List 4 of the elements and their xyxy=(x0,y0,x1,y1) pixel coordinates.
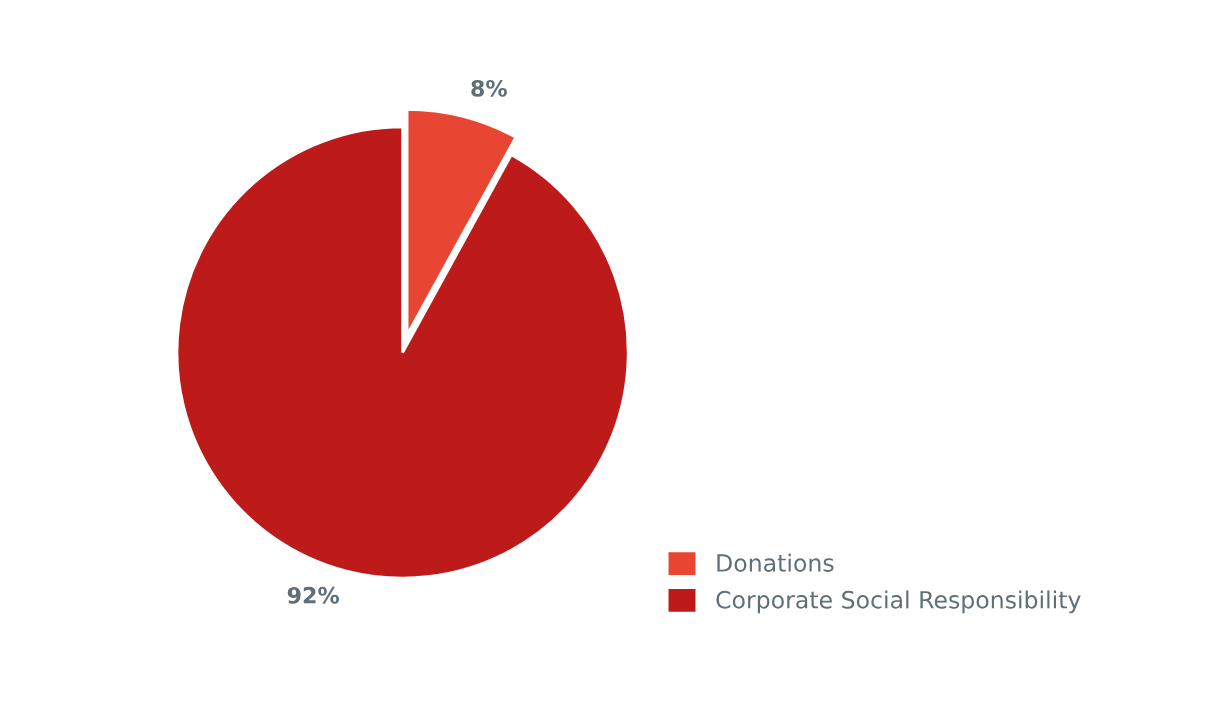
data-label: 92% xyxy=(287,586,340,604)
legend-label: Donations xyxy=(717,553,834,572)
legend-label: Corporate Social Responsibility xyxy=(716,590,1081,614)
data-label: 8% xyxy=(471,79,507,97)
